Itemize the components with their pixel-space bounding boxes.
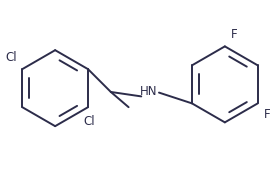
Text: F: F xyxy=(264,108,271,121)
Text: Cl: Cl xyxy=(83,115,95,128)
Text: F: F xyxy=(231,28,238,41)
Text: Cl: Cl xyxy=(6,51,17,64)
Text: HN: HN xyxy=(140,85,158,98)
